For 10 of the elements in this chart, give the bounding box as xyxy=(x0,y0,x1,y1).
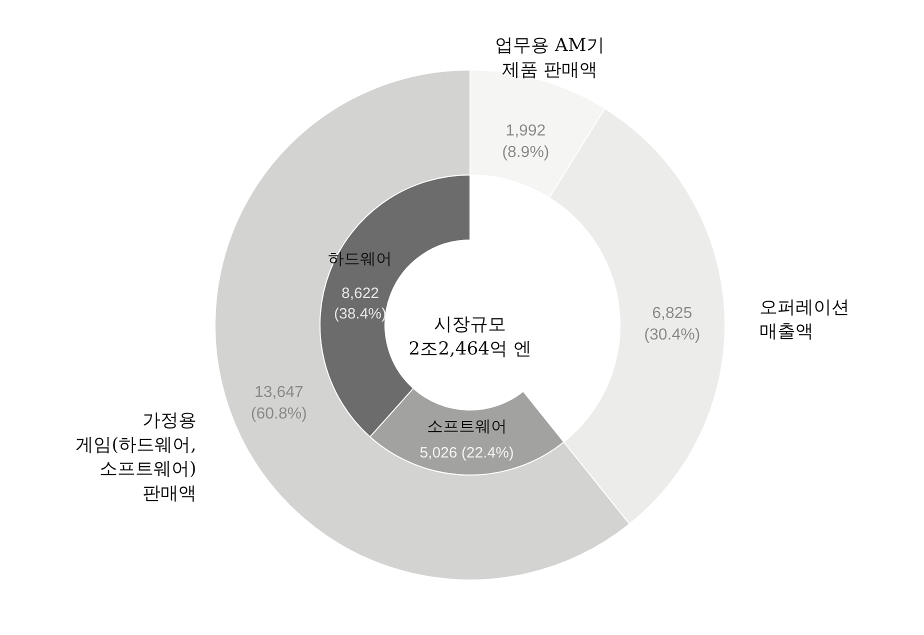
data-label: 13,647 (60.8%) xyxy=(250,384,307,423)
slice-label: 가정용 게임(하드웨어, 소프트웨어) 판매액 xyxy=(76,410,196,504)
data-label: 6,825 (30.4%) xyxy=(644,305,700,344)
data-label: 5,026 (22.4%) xyxy=(420,444,514,462)
slice-label: 업무용 AM기 제품 판매액 xyxy=(495,35,604,80)
slice-label: 소프트웨어 xyxy=(426,416,507,436)
data-label: 8,622 (38.4%) xyxy=(334,285,387,322)
data-label: 1,992 (8.9%) xyxy=(502,122,550,161)
slice-label: 오퍼레이션 매출액 xyxy=(759,296,850,342)
text: 시장규모 2조2,464억 엔 xyxy=(408,314,532,360)
